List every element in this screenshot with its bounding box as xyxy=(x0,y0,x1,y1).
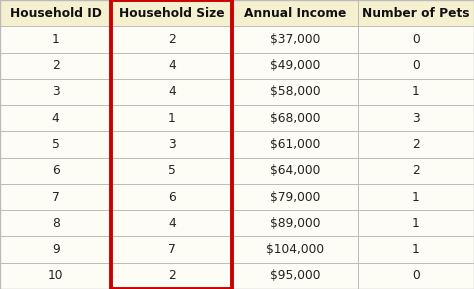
Text: 1: 1 xyxy=(52,33,60,46)
Text: 2: 2 xyxy=(412,164,420,177)
Text: 2: 2 xyxy=(168,269,176,282)
Text: Household Size: Household Size xyxy=(119,7,225,20)
Bar xyxy=(0,0,474,26)
Text: 4: 4 xyxy=(168,59,176,72)
Text: 4: 4 xyxy=(52,112,60,125)
Text: 2: 2 xyxy=(168,33,176,46)
Text: $61,000: $61,000 xyxy=(270,138,320,151)
Text: 8: 8 xyxy=(52,217,60,230)
Text: $89,000: $89,000 xyxy=(270,217,320,230)
Text: Number of Pets: Number of Pets xyxy=(362,7,470,20)
Text: 0: 0 xyxy=(412,33,420,46)
Text: 3: 3 xyxy=(168,138,176,151)
Text: 1: 1 xyxy=(412,190,420,203)
Text: Household ID: Household ID xyxy=(10,7,101,20)
Bar xyxy=(111,0,232,289)
Text: 1: 1 xyxy=(412,243,420,256)
Text: 1: 1 xyxy=(412,86,420,99)
Text: $64,000: $64,000 xyxy=(270,164,320,177)
Text: 0: 0 xyxy=(412,269,420,282)
Text: $49,000: $49,000 xyxy=(270,59,320,72)
Text: 2: 2 xyxy=(412,138,420,151)
Text: $104,000: $104,000 xyxy=(266,243,324,256)
Text: $37,000: $37,000 xyxy=(270,33,320,46)
Text: $68,000: $68,000 xyxy=(270,112,320,125)
Text: 0: 0 xyxy=(412,59,420,72)
Text: 7: 7 xyxy=(52,190,60,203)
Text: 6: 6 xyxy=(52,164,60,177)
Text: 2: 2 xyxy=(52,59,60,72)
Text: $58,000: $58,000 xyxy=(270,86,320,99)
Text: $95,000: $95,000 xyxy=(270,269,320,282)
Text: Annual Income: Annual Income xyxy=(244,7,346,20)
Text: 4: 4 xyxy=(168,86,176,99)
Text: 1: 1 xyxy=(412,217,420,230)
Text: 4: 4 xyxy=(168,217,176,230)
Text: $79,000: $79,000 xyxy=(270,190,320,203)
Text: 5: 5 xyxy=(168,164,176,177)
Text: 7: 7 xyxy=(168,243,176,256)
Text: 1: 1 xyxy=(168,112,176,125)
Text: 10: 10 xyxy=(48,269,64,282)
Text: 5: 5 xyxy=(52,138,60,151)
Text: 9: 9 xyxy=(52,243,60,256)
Text: 6: 6 xyxy=(168,190,176,203)
Text: 3: 3 xyxy=(412,112,420,125)
Text: 3: 3 xyxy=(52,86,60,99)
